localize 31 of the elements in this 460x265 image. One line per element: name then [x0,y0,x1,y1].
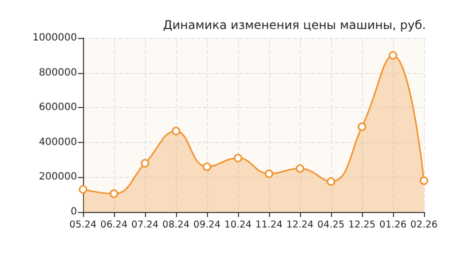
point [326,177,336,186]
x-tick-label: 12.24 [286,220,314,230]
point [234,154,242,162]
point [420,176,428,185]
x-tick-label: 08.24 [162,220,190,230]
y-tick-label: 200000 [38,172,77,183]
point [264,169,274,178]
x-tick-label: 07.24 [131,220,159,230]
y-tick-label: 0 [70,206,77,218]
chart-title: Динамика изменения цены машины, руб. [163,18,426,32]
x-tick-label: 02.26 [410,220,438,230]
x-tick-label: 11.24 [255,220,283,230]
y-tick-label: 1000000 [32,32,77,44]
y-tick-label: 400000 [38,136,77,148]
point [78,185,88,194]
x-tick-label: 12.25 [348,220,376,230]
y-tick-label: 600000 [38,102,77,114]
x-tick-label: 01.26 [379,220,407,230]
point [202,162,212,172]
point [388,51,398,60]
point [358,122,366,131]
x-tick-label: 05.24 [69,220,97,230]
point [140,159,150,168]
x-tick-label: 04.25 [317,220,345,230]
x-tick-label: 09.24 [193,220,221,230]
x-tick-label: 06.24 [100,220,128,230]
point [172,126,180,136]
point [296,164,304,173]
y-tick-label: 800000 [38,67,77,78]
x-tick-label: 10.24 [224,220,252,230]
point [110,189,118,198]
